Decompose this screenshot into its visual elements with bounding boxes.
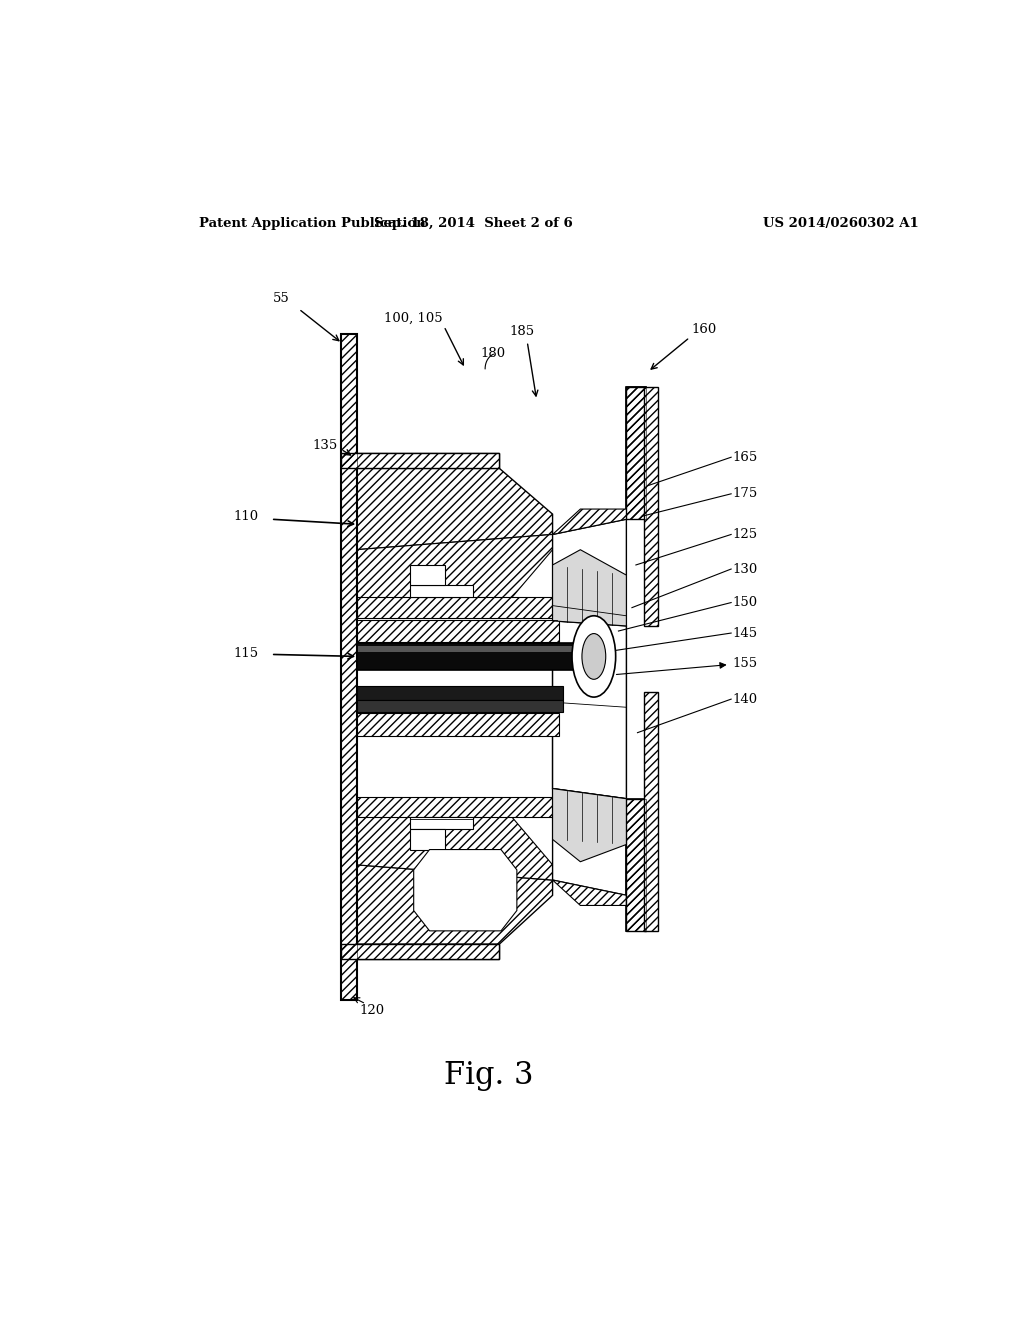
Polygon shape	[356, 809, 553, 880]
Bar	[644, 387, 658, 626]
Bar	[341, 334, 356, 1001]
Bar	[356, 797, 567, 817]
Ellipse shape	[582, 634, 606, 680]
Text: 110: 110	[233, 510, 259, 523]
Bar	[410, 829, 445, 850]
Bar	[356, 700, 563, 713]
Text: Fig. 3: Fig. 3	[444, 1060, 534, 1092]
Polygon shape	[627, 799, 646, 931]
Bar	[627, 799, 646, 931]
Polygon shape	[553, 387, 646, 535]
Text: 165: 165	[733, 450, 758, 463]
Text: 55: 55	[272, 292, 290, 305]
Polygon shape	[553, 549, 627, 626]
Text: 120: 120	[359, 1003, 385, 1016]
Text: 125: 125	[733, 528, 758, 541]
Text: 175: 175	[733, 487, 758, 500]
Bar	[627, 387, 646, 519]
Bar	[410, 817, 473, 829]
Ellipse shape	[572, 616, 615, 697]
Polygon shape	[356, 535, 553, 606]
Bar	[358, 647, 604, 652]
Polygon shape	[414, 850, 517, 931]
Text: 135: 135	[312, 438, 338, 451]
Polygon shape	[553, 519, 627, 799]
Polygon shape	[356, 469, 553, 549]
Text: 130: 130	[733, 562, 758, 576]
Polygon shape	[553, 788, 627, 895]
Text: 145: 145	[733, 627, 758, 640]
Polygon shape	[553, 510, 627, 535]
Bar	[644, 692, 658, 931]
Bar	[627, 387, 646, 519]
Bar	[410, 585, 473, 598]
Polygon shape	[627, 387, 646, 519]
Text: Patent Application Publication: Patent Application Publication	[200, 218, 426, 231]
Text: 115: 115	[233, 647, 259, 660]
Bar	[627, 799, 646, 931]
Bar	[356, 620, 559, 643]
Polygon shape	[553, 880, 627, 906]
Bar	[356, 643, 606, 669]
Bar	[356, 598, 567, 618]
Bar	[341, 334, 356, 1001]
Text: 140: 140	[733, 693, 758, 706]
Text: 160: 160	[691, 322, 717, 335]
Polygon shape	[356, 865, 553, 944]
Text: Sep. 18, 2014  Sheet 2 of 6: Sep. 18, 2014 Sheet 2 of 6	[374, 218, 572, 231]
Text: US 2014/0260302 A1: US 2014/0260302 A1	[763, 218, 919, 231]
Bar	[356, 713, 559, 735]
Bar	[341, 453, 500, 469]
Bar	[356, 686, 563, 700]
Text: 180: 180	[480, 347, 506, 360]
Polygon shape	[356, 453, 500, 469]
Text: 155: 155	[733, 657, 758, 671]
Text: 150: 150	[733, 597, 758, 609]
Polygon shape	[553, 788, 627, 862]
Polygon shape	[553, 620, 627, 799]
Bar	[410, 565, 445, 585]
Bar	[341, 944, 500, 960]
Bar	[341, 944, 500, 960]
Text: 100, 105: 100, 105	[384, 312, 443, 325]
Polygon shape	[356, 944, 500, 960]
Bar	[341, 453, 500, 469]
Text: 185: 185	[510, 325, 535, 338]
